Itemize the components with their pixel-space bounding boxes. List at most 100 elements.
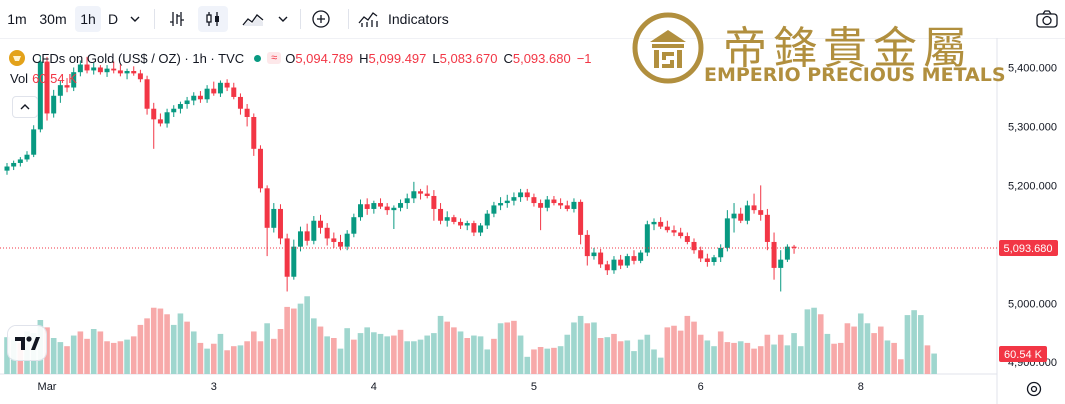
chevron-up-icon [20, 104, 30, 110]
volume-bar [717, 331, 724, 374]
volume-bar [477, 336, 484, 374]
candle-body [438, 208, 444, 221]
candle-body [784, 246, 790, 260]
candle-body [331, 238, 337, 242]
volume-bar [811, 307, 817, 374]
volume-bar [884, 340, 891, 374]
bar-style-icon[interactable] [164, 6, 190, 32]
indicators-button[interactable]: Indicators [358, 6, 458, 32]
candle-body [531, 197, 537, 204]
volume-bar [577, 315, 584, 374]
volume-bar [797, 346, 804, 374]
volume-bar [744, 342, 751, 374]
volume-bar [591, 322, 597, 374]
candle-body [551, 199, 557, 204]
price-axis[interactable]: 5,400.0005,300.0005,200.0005,100.0005,00… [1008, 62, 1057, 369]
candle-body [518, 192, 524, 198]
volume-bar [704, 340, 711, 374]
candle-body [731, 213, 737, 219]
candle-body [351, 217, 357, 234]
candle-body [57, 85, 63, 96]
candle-body [424, 193, 430, 196]
high-value: 5,099.497 [368, 50, 427, 66]
volume-bar [371, 332, 377, 374]
candle-body [151, 108, 157, 120]
volume-bar [244, 341, 250, 374]
volume-bar [791, 333, 797, 374]
camera-icon[interactable] [1035, 9, 1059, 29]
volume-bar [671, 325, 677, 374]
volume-bar [804, 309, 811, 374]
add-compare-icon[interactable] [308, 6, 334, 32]
candle-body [297, 231, 303, 247]
volume-bar [817, 314, 824, 374]
volume-bar [924, 345, 931, 374]
candle-body [231, 87, 237, 97]
volume-bar [604, 337, 611, 374]
volume-bar [631, 351, 637, 374]
volume-bar [404, 341, 410, 374]
volume-bar [711, 346, 717, 374]
interval-30m-button[interactable]: 30m [39, 11, 67, 27]
candle-body [37, 61, 43, 130]
volume-legend[interactable]: Vol 60.54 K [10, 71, 77, 86]
chevron-down-icon[interactable] [272, 6, 294, 32]
volume-bar [751, 348, 757, 374]
candle-body [77, 64, 83, 73]
interval-d-button[interactable]: D [107, 11, 119, 27]
volume-bar [150, 307, 157, 374]
volume-bar [77, 331, 84, 374]
volume-bar [831, 343, 837, 374]
volume-bar [291, 308, 297, 374]
volume-bar [764, 334, 771, 374]
interval-1h-button[interactable]: 1h [75, 6, 101, 32]
change-value: −1 [576, 50, 592, 66]
volume-bar [731, 342, 737, 374]
candle-body [718, 247, 724, 258]
candle-body [31, 129, 37, 155]
interval-1m-button[interactable]: 1m [7, 11, 27, 27]
emperio-logo: 帝鋒貴金屬 EMPERIO PRECIOUS METALS [628, 8, 1006, 88]
volume-bar [657, 357, 664, 374]
volume-bar [284, 306, 290, 374]
volume-bar [844, 323, 851, 374]
volume-bar [784, 345, 791, 374]
candles-icon[interactable] [198, 6, 228, 32]
time-axis[interactable]: Mar 3 4 5 6 8 [38, 381, 864, 393]
volume-bar [464, 338, 471, 374]
collapse-legend-button[interactable] [12, 96, 38, 118]
volume-bar [177, 313, 184, 374]
candle-body [751, 205, 757, 211]
x-tick-label: 8 [858, 381, 864, 393]
settings-gear-icon[interactable] [1024, 379, 1044, 399]
volume-bar [44, 327, 50, 374]
candle-body [618, 259, 624, 266]
svg-text:60.54 K: 60.54 K [1004, 349, 1043, 361]
volume-bar [857, 313, 864, 374]
symbol-legend[interactable]: CFDs on Gold (US$ / OZ) · 1h · TVC ≈ O 5,… [8, 49, 598, 67]
price-chart[interactable]: 5,400.0005,300.0005,200.0005,100.0005,00… [0, 38, 1065, 404]
volume-bar [511, 320, 517, 374]
area-chart-icon[interactable] [238, 6, 268, 32]
chevron-down-icon[interactable] [124, 6, 146, 32]
candle-body [478, 225, 484, 233]
candle-body [498, 203, 504, 206]
candle-body [638, 252, 644, 261]
volume-bar [537, 347, 544, 374]
candle-body [598, 252, 604, 265]
candle-body [338, 241, 343, 247]
candle-body [317, 220, 323, 228]
candle-body [591, 252, 597, 257]
candle-body [264, 188, 270, 228]
volume-bar [457, 331, 464, 374]
tradingview-logo[interactable] [8, 326, 46, 360]
candle-body [664, 226, 670, 231]
y-tick-label: 5,300.000 [1008, 121, 1057, 133]
volume-bar [331, 338, 337, 374]
candle-body [344, 233, 350, 247]
volume-bar [644, 334, 651, 374]
candle-body [604, 264, 610, 271]
volume-bar [257, 341, 264, 374]
candle-body [684, 236, 690, 242]
indicators-label: Indicators [388, 11, 449, 27]
